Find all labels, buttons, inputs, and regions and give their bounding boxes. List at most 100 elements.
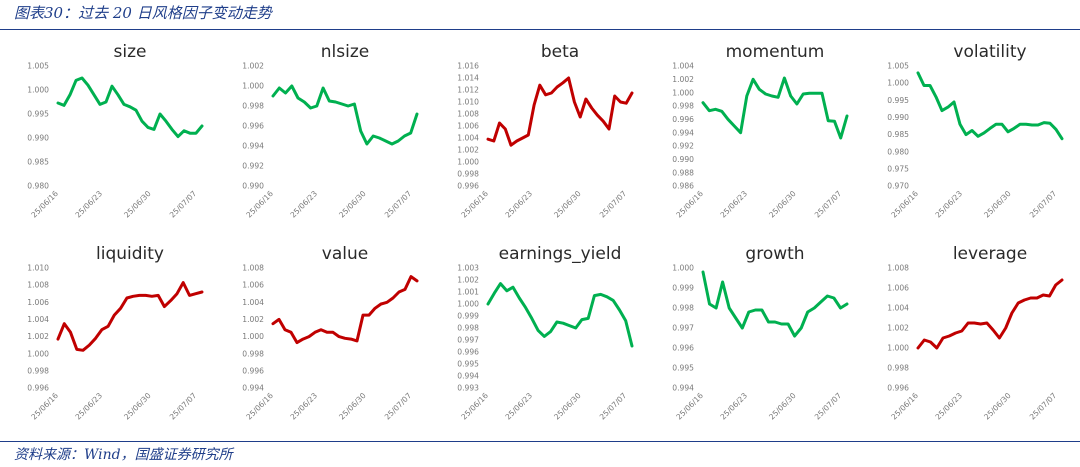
panel-title: momentum bbox=[726, 42, 825, 62]
y-tick-label: 1.000 bbox=[672, 88, 694, 97]
y-tick-label: 1.002 bbox=[672, 75, 694, 84]
x-tick-label: 25/06/30 bbox=[767, 391, 798, 422]
x-tick-label: 25/06/16 bbox=[674, 391, 705, 422]
y-tick-label: 1.002 bbox=[457, 276, 479, 285]
y-tick-label: 1.003 bbox=[457, 264, 479, 273]
y-tick-label: 1.000 bbox=[457, 300, 479, 309]
figure-title: 图表30：过去 20 日风格因子变动走势 bbox=[14, 4, 272, 22]
y-tick-label: 1.006 bbox=[242, 281, 264, 290]
y-tick-label: 1.014 bbox=[457, 74, 479, 83]
y-tick-label: 1.005 bbox=[27, 62, 49, 71]
y-tick-label: 0.990 bbox=[242, 182, 264, 191]
y-tick-label: 0.995 bbox=[887, 96, 909, 105]
y-tick-label: 1.000 bbox=[672, 264, 694, 273]
panel-title: liquidity bbox=[96, 244, 164, 264]
y-tick-label: 1.004 bbox=[887, 304, 909, 313]
y-tick-label: 0.990 bbox=[887, 113, 909, 122]
factor-panel-value: value 1.008 1.006 1.004 1.002 1.000 0.998 0.996… bbox=[242, 244, 419, 422]
x-tick-label: 25/07/07 bbox=[1028, 391, 1059, 422]
panel-title: beta bbox=[541, 42, 579, 62]
series-line-nlsize bbox=[271, 84, 419, 146]
y-tick-label: 0.985 bbox=[887, 130, 909, 139]
panel-title: nlsize bbox=[321, 42, 369, 62]
y-tick-label: 0.995 bbox=[457, 360, 479, 369]
x-tick-label: 25/07/07 bbox=[813, 189, 844, 220]
y-tick-label: 1.008 bbox=[27, 281, 49, 290]
y-tick-label: 1.002 bbox=[27, 332, 49, 341]
bottom-rule bbox=[0, 441, 1080, 442]
y-tick-label: 0.996 bbox=[672, 344, 694, 353]
source-note: 资料来源：Wind，国盛证券研究所 bbox=[14, 447, 233, 463]
y-tick-label: 0.994 bbox=[242, 142, 264, 151]
factor-panel-size: size1.0051.0000.9950.9900.9850.98025/06/… bbox=[27, 42, 204, 220]
x-tick-label: 25/06/30 bbox=[337, 391, 368, 422]
x-tick-label: 25/06/23 bbox=[289, 391, 320, 422]
y-tick-label: 1.010 bbox=[457, 98, 479, 107]
y-tick-label: 1.006 bbox=[887, 284, 909, 293]
y-tick-label: 0.996 bbox=[27, 384, 49, 393]
y-tick-label: 1.008 bbox=[457, 110, 479, 119]
series-line-beta bbox=[486, 76, 634, 147]
y-tick-label: 0.998 bbox=[672, 304, 694, 313]
x-tick-label: 25/06/23 bbox=[934, 189, 965, 220]
y-tick-label: 0.988 bbox=[672, 168, 694, 177]
y-tick-label: 0.996 bbox=[242, 122, 264, 131]
x-tick-label: 25/06/23 bbox=[504, 189, 535, 220]
y-tick-label: 0.985 bbox=[27, 158, 49, 167]
factor-panel-momentum: momentum 1.004 1.002 1.000 0.998 0.996 0.994 0.… bbox=[672, 42, 849, 220]
x-tick-label: 25/06/16 bbox=[459, 391, 490, 422]
series-line-value bbox=[271, 275, 419, 345]
y-tick-label: 0.996 bbox=[457, 348, 479, 357]
y-tick-label: 0.998 bbox=[242, 349, 264, 358]
y-tick-label: 0.994 bbox=[457, 372, 479, 381]
y-tick-label: 1.000 bbox=[242, 332, 264, 341]
y-tick-label: 1.000 bbox=[242, 82, 264, 91]
y-tick-label: 0.997 bbox=[457, 336, 479, 345]
panel-title: leverage bbox=[953, 244, 1027, 264]
series-line-size bbox=[56, 76, 204, 139]
x-tick-label: 25/06/30 bbox=[122, 391, 153, 422]
y-tick-label: 1.000 bbox=[457, 158, 479, 167]
top-rule bbox=[0, 29, 1080, 30]
y-tick-label: 0.995 bbox=[672, 364, 694, 373]
x-tick-label: 25/06/23 bbox=[719, 189, 750, 220]
y-tick-label: 0.975 bbox=[887, 164, 909, 173]
x-tick-label: 25/06/16 bbox=[29, 391, 60, 422]
y-tick-label: 1.008 bbox=[887, 264, 909, 273]
y-tick-label: 0.996 bbox=[672, 115, 694, 124]
y-tick-label: 1.000 bbox=[887, 344, 909, 353]
x-tick-label: 25/06/16 bbox=[674, 189, 705, 220]
x-tick-label: 25/06/30 bbox=[982, 189, 1013, 220]
x-tick-label: 25/07/07 bbox=[168, 189, 199, 220]
y-tick-label: 0.998 bbox=[672, 102, 694, 111]
y-tick-label: 0.998 bbox=[457, 324, 479, 333]
y-tick-label: 1.002 bbox=[242, 315, 264, 324]
y-tick-label: 0.994 bbox=[672, 128, 694, 137]
x-tick-label: 25/06/23 bbox=[74, 391, 105, 422]
y-tick-label: 1.001 bbox=[457, 288, 479, 297]
y-tick-label: 1.004 bbox=[242, 298, 264, 307]
y-tick-label: 1.004 bbox=[27, 315, 49, 324]
y-tick-label: 1.008 bbox=[242, 264, 264, 273]
x-tick-label: 25/06/30 bbox=[982, 391, 1013, 422]
y-tick-label: 0.994 bbox=[672, 384, 694, 393]
y-tick-label: 0.998 bbox=[27, 366, 49, 375]
y-tick-label: 0.993 bbox=[457, 384, 479, 393]
panel-title: earnings_yield bbox=[499, 244, 622, 264]
x-tick-label: 25/07/07 bbox=[1028, 189, 1059, 220]
series-line-liquidity bbox=[56, 281, 204, 352]
y-tick-label: 1.000 bbox=[887, 79, 909, 88]
x-tick-label: 25/06/23 bbox=[934, 391, 965, 422]
panel-title: volatility bbox=[953, 42, 1026, 62]
x-tick-label: 25/06/16 bbox=[244, 391, 275, 422]
y-tick-label: 0.990 bbox=[27, 134, 49, 143]
panel-title: size bbox=[114, 42, 147, 62]
x-tick-label: 25/06/16 bbox=[29, 189, 60, 220]
series-line-earnings-yield bbox=[486, 282, 634, 348]
y-tick-label: 0.980 bbox=[887, 147, 909, 156]
x-tick-label: 25/06/16 bbox=[889, 391, 920, 422]
factor-chart-grid: size 1.005 1.000 0.995 0.990 0.985 0.980 25/06/… bbox=[27, 42, 1064, 422]
factor-panel-liquidity: liquidity 1.010 1.008 1.006 1.004 1.002 1.000 0… bbox=[27, 244, 204, 422]
series-line-volatility bbox=[916, 71, 1064, 141]
y-tick-label: 1.002 bbox=[887, 324, 909, 333]
